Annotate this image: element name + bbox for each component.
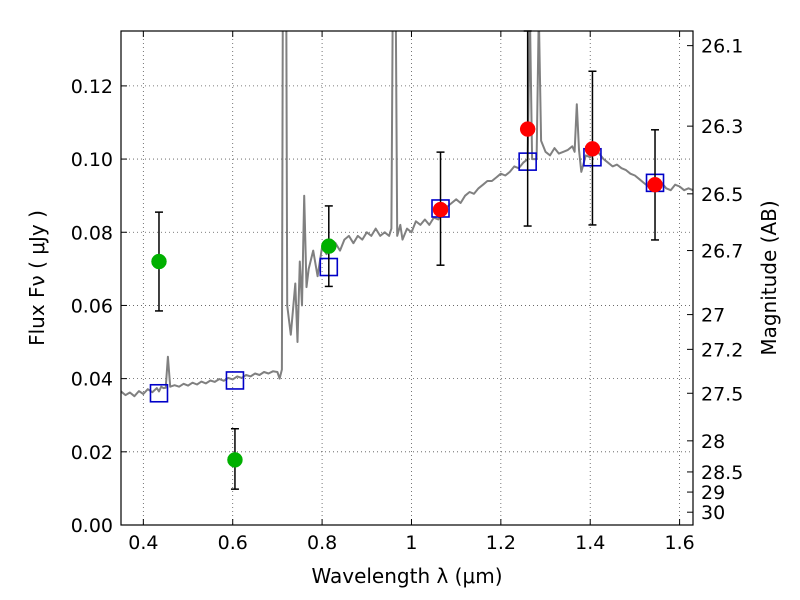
right-tick-label: 26.5 bbox=[701, 184, 743, 206]
right-tick-label: 30 bbox=[701, 502, 725, 524]
right-tick-label: 27.5 bbox=[701, 383, 743, 405]
x-tick-label: 1.2 bbox=[486, 532, 516, 554]
photometry-series bbox=[151, 30, 663, 490]
right-tick-label: 26.3 bbox=[701, 116, 743, 138]
model-square-series bbox=[149, 147, 665, 403]
x-tick-label: 1 bbox=[405, 532, 417, 554]
right-tick-label: 27.2 bbox=[701, 339, 743, 361]
photometry-point bbox=[519, 121, 536, 137]
y-tick-label: 0.00 bbox=[71, 515, 113, 537]
model-square-point bbox=[149, 383, 169, 403]
y-tick-label: 0.10 bbox=[71, 149, 113, 171]
x-tick-label: 1.4 bbox=[575, 532, 605, 554]
x-tick-label: 1.6 bbox=[664, 532, 694, 554]
photometry-point bbox=[647, 176, 663, 193]
x-tick-label: 0.4 bbox=[128, 532, 158, 554]
y-tick-label: 0.12 bbox=[71, 76, 113, 98]
right-tick-label: 27 bbox=[701, 305, 725, 327]
x-axis-label: Wavelength λ (μm) bbox=[311, 564, 502, 588]
photometry-point bbox=[227, 452, 243, 468]
y-tick-label: 0.06 bbox=[71, 295, 113, 317]
right-tick-label: 26.7 bbox=[701, 241, 743, 263]
spectrum-series bbox=[121, 31, 693, 398]
plot-frame bbox=[120, 30, 694, 526]
photometry-point bbox=[321, 238, 337, 254]
y-tick-label: 0.02 bbox=[71, 442, 113, 464]
y-axis-right-label: Magnitude (AB) bbox=[757, 200, 781, 355]
axes: 0.4 0.6 0.8 1 1.2 1.4 1.6 0.00 0.02 0.04 0.06 0.08 0… bbox=[71, 31, 743, 554]
photometry-point bbox=[584, 141, 601, 157]
right-tick-label: 28.5 bbox=[701, 462, 743, 484]
y-tick-label: 0.04 bbox=[71, 369, 113, 391]
right-tick-label: 28 bbox=[701, 431, 725, 453]
photometry-point bbox=[432, 201, 449, 218]
x-tick-label: 0.6 bbox=[218, 532, 248, 554]
photometry-point bbox=[151, 253, 167, 270]
x-tick-label: 0.8 bbox=[307, 532, 337, 554]
right-tick-label: 26.1 bbox=[701, 36, 743, 58]
y-tick-label: 0.08 bbox=[71, 222, 113, 244]
model-square-point bbox=[225, 371, 245, 390]
spectrum-line bbox=[121, 31, 693, 398]
y-axis-label: Flux Fν ( μJy ) bbox=[25, 210, 49, 346]
right-tick-label: 29 bbox=[701, 482, 725, 504]
